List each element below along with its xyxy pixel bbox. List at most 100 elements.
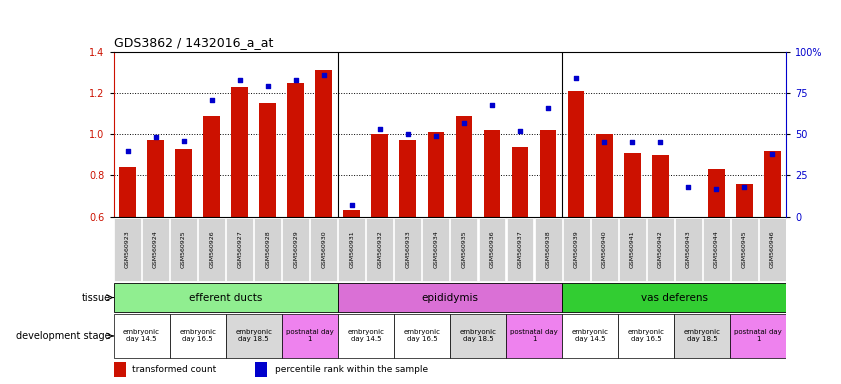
Text: GSM560944: GSM560944 [714,231,719,268]
FancyBboxPatch shape [590,218,617,281]
Point [710,185,723,192]
Bar [288,83,304,217]
Point [401,131,415,137]
Point [429,133,442,139]
FancyBboxPatch shape [338,283,562,312]
Text: GSM560941: GSM560941 [630,231,635,268]
Text: embryonic
day 14.5: embryonic day 14.5 [123,329,160,343]
Point [289,77,303,83]
Text: embryonic
day 18.5: embryonic day 18.5 [684,329,721,343]
Text: GSM560923: GSM560923 [125,231,130,268]
FancyBboxPatch shape [114,283,338,312]
FancyBboxPatch shape [451,218,478,281]
Point [681,184,695,190]
Text: postnatal day
1: postnatal day 1 [734,329,782,343]
Bar [511,147,528,217]
FancyBboxPatch shape [170,314,225,358]
FancyBboxPatch shape [282,314,338,358]
Bar [147,141,164,217]
Text: GSM560933: GSM560933 [405,231,410,268]
FancyBboxPatch shape [759,218,785,281]
Point [653,139,667,146]
FancyBboxPatch shape [619,218,646,281]
Point [738,184,751,190]
Text: embryonic
day 14.5: embryonic day 14.5 [572,329,609,343]
FancyBboxPatch shape [730,314,786,358]
Text: postnatal day
1: postnatal day 1 [286,329,334,343]
Point [261,83,274,89]
FancyBboxPatch shape [142,218,169,281]
FancyBboxPatch shape [310,218,337,281]
Point [373,126,387,132]
Bar [595,134,612,217]
FancyBboxPatch shape [338,218,365,281]
Text: GSM560927: GSM560927 [237,231,242,268]
Bar [624,153,641,217]
Bar [456,116,473,217]
Text: postnatal day
1: postnatal day 1 [510,329,558,343]
Bar [119,167,136,217]
Bar [764,151,780,217]
Text: GSM560943: GSM560943 [685,231,690,268]
Text: GSM560928: GSM560928 [265,231,270,268]
Bar [231,87,248,217]
Text: GSM560937: GSM560937 [517,231,522,268]
FancyBboxPatch shape [450,314,506,358]
Bar [708,169,725,217]
Bar [484,130,500,217]
FancyBboxPatch shape [283,218,309,281]
FancyBboxPatch shape [535,218,562,281]
Point [542,105,555,111]
Bar [372,134,389,217]
FancyBboxPatch shape [674,218,701,281]
FancyBboxPatch shape [367,218,394,281]
Text: GSM560931: GSM560931 [349,231,354,268]
FancyBboxPatch shape [114,218,141,281]
FancyBboxPatch shape [114,314,170,358]
Bar [540,130,557,217]
FancyBboxPatch shape [170,218,197,281]
Text: GSM560924: GSM560924 [153,231,158,268]
Text: GSM560942: GSM560942 [658,231,663,268]
FancyBboxPatch shape [422,218,449,281]
Text: GSM560929: GSM560929 [294,231,299,268]
Point [513,128,526,134]
Text: vas deferens: vas deferens [641,293,708,303]
Point [485,101,499,108]
Point [317,72,331,78]
Bar [680,217,696,268]
Text: GSM560945: GSM560945 [742,231,747,268]
FancyBboxPatch shape [226,218,253,281]
Text: transformed count: transformed count [132,365,217,374]
Bar [399,141,416,217]
FancyBboxPatch shape [506,314,562,358]
FancyBboxPatch shape [703,218,730,281]
Bar [427,132,444,217]
Point [121,147,135,154]
FancyBboxPatch shape [563,218,590,281]
Text: GSM560946: GSM560946 [770,231,775,268]
Text: GSM560939: GSM560939 [574,231,579,268]
FancyBboxPatch shape [618,314,674,358]
Point [569,75,583,81]
Bar [259,103,276,217]
FancyBboxPatch shape [647,218,674,281]
Point [765,151,779,157]
Text: GSM560938: GSM560938 [546,231,551,268]
Text: GSM560936: GSM560936 [489,231,495,268]
Bar [315,70,332,217]
FancyBboxPatch shape [479,218,505,281]
Text: embryonic
day 14.5: embryonic day 14.5 [347,329,384,343]
FancyBboxPatch shape [394,218,421,281]
Point [177,138,190,144]
Text: epididymis: epididymis [421,293,479,303]
Text: embryonic
day 16.5: embryonic day 16.5 [627,329,664,343]
Bar [736,184,753,217]
Text: GSM560925: GSM560925 [181,231,186,268]
Text: percentile rank within the sample: percentile rank within the sample [275,365,428,374]
Point [458,119,471,126]
Point [626,139,639,146]
FancyBboxPatch shape [338,314,394,358]
Point [233,77,246,83]
Bar [204,116,220,217]
